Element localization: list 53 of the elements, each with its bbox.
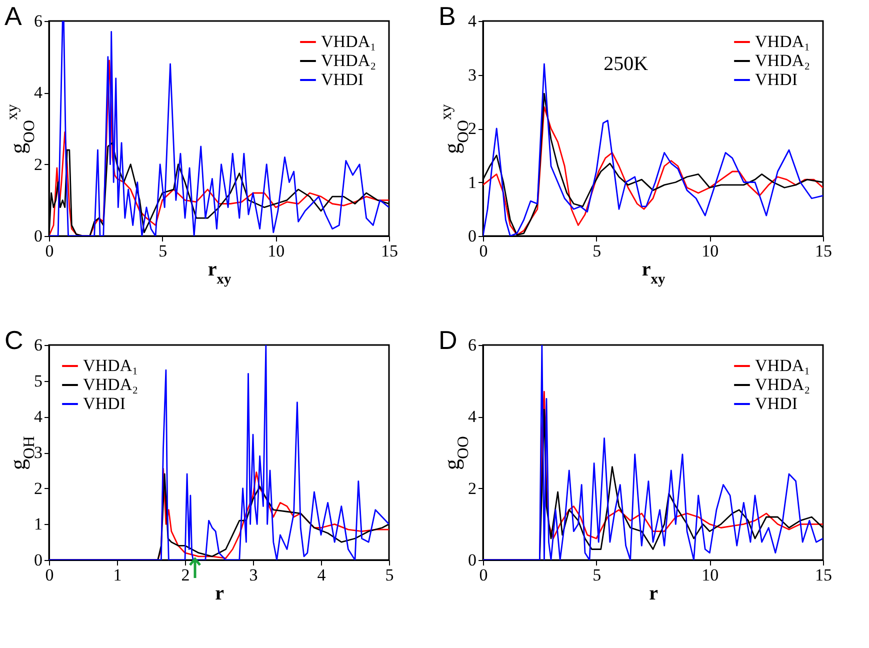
y-tick-label: 4 bbox=[34, 407, 43, 426]
legend-label: VHDA₁ bbox=[321, 32, 376, 51]
y-tick-label: 2 bbox=[468, 478, 476, 498]
y-tick-label: 4 bbox=[34, 83, 43, 102]
x-tick-label: 10 bbox=[268, 242, 285, 260]
legend-label: VHDA₁ bbox=[83, 356, 138, 375]
legend-label: VHDA₂ bbox=[321, 51, 376, 70]
legend-label: VHDA₂ bbox=[755, 375, 810, 394]
y-tick-label: 0 bbox=[34, 550, 42, 570]
y-tick-label: 4 bbox=[468, 407, 477, 426]
x-tick-label: 15 bbox=[815, 242, 832, 260]
x-tick-label: 15 bbox=[381, 242, 398, 260]
chart-title: D bbox=[438, 325, 458, 355]
legend-label: VHDA₁ bbox=[755, 32, 810, 51]
legend-label: VHDI bbox=[755, 70, 798, 89]
legend-label: VHDI bbox=[321, 70, 364, 89]
legend-label: VHDA₂ bbox=[83, 375, 138, 394]
y-tick-label: 0 bbox=[468, 226, 476, 246]
x-tick-label: 5 bbox=[158, 242, 168, 260]
legend-label: VHDA₁ bbox=[755, 356, 810, 375]
y-tick-label: 5 bbox=[34, 371, 42, 390]
y-tick-label: 6 bbox=[34, 336, 42, 354]
x-axis-title: r bbox=[649, 582, 658, 604]
y-tick-label: 1 bbox=[468, 172, 476, 192]
y-tick-label: 6 bbox=[468, 336, 476, 354]
x-tick-label: 3 bbox=[249, 566, 258, 584]
y-tick-label: 0 bbox=[34, 226, 42, 246]
y-tick-label: 3 bbox=[468, 65, 476, 84]
x-tick-label: 2 bbox=[181, 566, 190, 584]
y-tick-label: 1 bbox=[34, 514, 42, 534]
y-tick-label: 6 bbox=[34, 12, 42, 30]
legend-label: VHDI bbox=[83, 394, 126, 413]
x-tick-label: 5 bbox=[385, 566, 394, 584]
x-tick-label: 5 bbox=[592, 242, 602, 260]
chart-title: C bbox=[4, 325, 24, 355]
x-tick-label: 15 bbox=[815, 566, 832, 584]
x-tick-label: 4 bbox=[317, 566, 326, 584]
y-tick-label: 0 bbox=[468, 550, 476, 570]
y-tick-label: 4 bbox=[468, 12, 477, 30]
y-tick-label: 2 bbox=[34, 154, 42, 174]
x-axis-title: r$_{xy}$ bbox=[208, 258, 232, 288]
y-tick-label: 2 bbox=[34, 478, 42, 498]
chart-title: B bbox=[438, 1, 456, 31]
annotation: 250K bbox=[604, 53, 649, 75]
chart-title: A bbox=[4, 1, 22, 31]
legend-label: VHDA₂ bbox=[755, 51, 810, 70]
x-tick-label: 10 bbox=[702, 242, 719, 260]
x-axis-title: r$_{xy}$ bbox=[642, 258, 666, 288]
x-axis-title: r bbox=[215, 582, 224, 604]
x-tick-label: 5 bbox=[592, 566, 602, 584]
legend-label: VHDI bbox=[755, 394, 798, 413]
x-tick-label: 1 bbox=[113, 566, 122, 584]
x-tick-label: 10 bbox=[702, 566, 719, 584]
